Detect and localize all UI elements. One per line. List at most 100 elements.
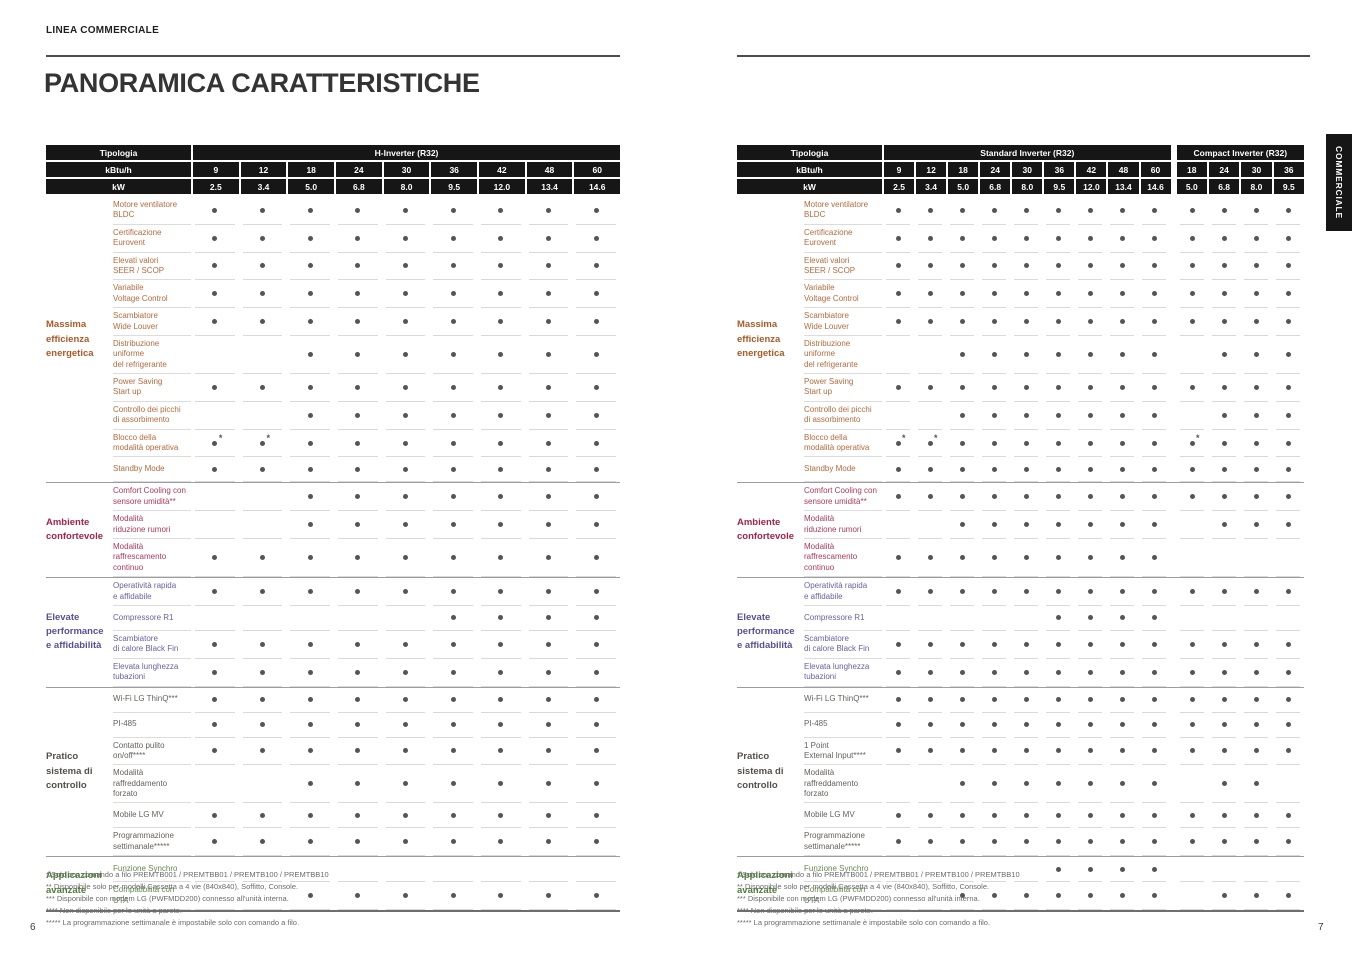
mark-cell (338, 631, 378, 659)
feature-dot (1189, 722, 1195, 727)
feature-dot (212, 839, 218, 845)
feature-dot (1087, 494, 1093, 500)
mark-cell (1180, 738, 1204, 766)
cell-group: * * (191, 430, 620, 458)
feature-dot (959, 412, 965, 418)
feature-dot (498, 812, 504, 818)
feature-dot (593, 351, 599, 357)
cell-group (1176, 336, 1304, 375)
feature-line: Mobile LG MV (804, 810, 855, 820)
section-label: Pratico sistema di controllo (737, 751, 784, 791)
section-rows: Funzione Synchro Compatibilità con UTA (113, 857, 620, 911)
mark-cell (195, 511, 235, 539)
feature-cells (882, 882, 1304, 911)
feature-dot (307, 291, 313, 297)
feature-row: Elevata lunghezza tubazioni (804, 659, 1304, 687)
feature-dot (1151, 207, 1157, 213)
feature-dot (991, 235, 997, 241)
cell-group (1176, 578, 1304, 606)
mark-cell (886, 308, 910, 336)
feature-dot (498, 263, 504, 269)
feature-dot (1151, 384, 1157, 390)
mark-cell (385, 765, 426, 804)
feature-dot (959, 748, 965, 754)
section-applicazioni: Applicazioni avanzate Funzione Synchro Com… (46, 856, 620, 911)
table-header: Tipologia H-Inverter (R32) kBtu/h 9 12 18 24 30… (46, 145, 621, 194)
feature-row: Programmazione settimanale***** (804, 828, 1304, 857)
feature-dot (1023, 235, 1029, 241)
mark-cell (385, 578, 426, 606)
mark-cell (1110, 765, 1134, 804)
mark-cell (1244, 631, 1268, 659)
mark-cell (338, 882, 378, 911)
feature-dot (307, 207, 313, 213)
feature-cells (882, 539, 1304, 578)
mark-cell (1180, 483, 1204, 512)
feature-dot (991, 893, 997, 899)
feature-line: Modalità (804, 541, 835, 551)
mark-cell (1212, 511, 1236, 539)
cell-group (882, 659, 1170, 687)
feature-dot (991, 781, 997, 787)
feature-dot (1087, 697, 1093, 702)
feature-dot (1023, 555, 1029, 561)
feature-dot (593, 839, 599, 845)
mark-cell (481, 713, 521, 738)
feature-line: del refrigerante (113, 359, 167, 369)
feature-dot (895, 319, 901, 325)
feature-row: Modalità raffreddamento forzato (113, 765, 620, 804)
feature-dot (959, 235, 965, 241)
mark-cell (433, 631, 474, 659)
feature-dot (260, 839, 265, 845)
mark-cell (950, 225, 974, 253)
feature-label: Blocco della modalità operativa (113, 430, 191, 458)
feature-dot (1087, 748, 1093, 754)
feature-cells (882, 483, 1304, 512)
mark-cell (195, 280, 235, 309)
feature-dot (1119, 263, 1125, 269)
kbtu-value-cell: 24 (336, 162, 382, 177)
feature-dot (1253, 522, 1259, 528)
feature-cells: * * * (882, 430, 1304, 458)
mark-cell (195, 857, 235, 883)
cell-group (191, 402, 620, 430)
mark-cell (528, 253, 569, 281)
section-rows: Operatività rapida e affidabile Compressor… (113, 578, 620, 687)
mark-cell (1180, 253, 1204, 281)
mark-cell (1244, 857, 1268, 883)
feature-line: Motore ventilatore (804, 200, 869, 209)
mark-cell (1180, 713, 1204, 738)
mark-cell (1142, 539, 1166, 578)
feature-dot (1023, 351, 1029, 357)
cell-group (191, 857, 620, 883)
feature-dot (260, 384, 265, 390)
feature-dot (355, 319, 361, 325)
feature-dot (450, 641, 456, 647)
feature-dot (355, 669, 361, 675)
mark-cell (385, 430, 426, 458)
feature-dot (927, 839, 933, 845)
cell-group (1176, 606, 1304, 631)
mark-cell (385, 659, 426, 687)
feature-dot (1119, 555, 1125, 561)
feature-dot (959, 893, 965, 899)
feature-dot (1119, 494, 1125, 500)
mark-cell (433, 197, 474, 225)
mark-cell (1180, 225, 1204, 253)
cell-group (1176, 828, 1304, 857)
cell-group (1176, 539, 1304, 578)
mark-cell (242, 578, 283, 606)
mark-cell (528, 882, 569, 911)
mark-cell (982, 539, 1006, 578)
cell-group (882, 765, 1170, 804)
mark-cell (433, 539, 474, 578)
mark-cell (1276, 803, 1300, 829)
feature-dot (212, 207, 218, 213)
mark-cell (290, 713, 331, 738)
feature-dot (1023, 207, 1029, 213)
mark-cell (1014, 374, 1038, 402)
kw-value-cell: 3.4 (240, 179, 287, 194)
feature-dot (403, 589, 409, 595)
mark-cell (385, 803, 426, 829)
feature-dot (1253, 781, 1259, 787)
